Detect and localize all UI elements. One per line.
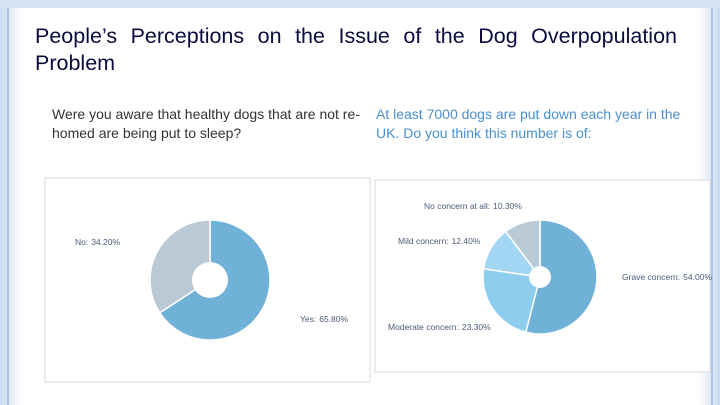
slice-label: Yes: 65.80% — [300, 314, 349, 324]
pie-slice — [482, 267, 541, 334]
slice-category: Grave concern: — [622, 272, 680, 282]
slide-title: People’s Perceptions on the Issue of the… — [35, 24, 677, 75]
slice-value: 23.30% — [462, 322, 491, 332]
slice-value: 34.20% — [91, 237, 120, 247]
pie-slice — [504, 219, 541, 280]
caption: Were you aware that healthy dogs that ar… — [52, 106, 360, 141]
slice-category: No concern at all: — [424, 201, 490, 211]
caption: At least 7000 dogs are put down each yea… — [376, 106, 681, 141]
donut-hole — [529, 266, 551, 288]
slice-value: 12.40% — [452, 236, 481, 246]
frame-left — [0, 0, 22, 405]
slice-label: Mild concern: 12.40% — [398, 236, 481, 246]
pie-slice — [524, 219, 598, 335]
slice-category: Mild concern: — [398, 236, 449, 246]
slice-category: Yes: — [300, 314, 316, 324]
slice-label: Moderate concern: 23.30% — [388, 322, 491, 332]
slice-value: 10.30% — [493, 201, 522, 211]
slice-category: No: — [75, 237, 88, 247]
slice-label: No concern at all: 10.30% — [424, 201, 522, 211]
donut-hole — [192, 262, 228, 298]
slice-value: 54.00% — [683, 272, 712, 282]
slice-label: No: 34.20% — [75, 237, 121, 247]
frame-top — [0, 0, 720, 8]
slice-label: Grave concern: 54.00% — [622, 272, 712, 282]
slice-value: 65.80% — [319, 314, 348, 324]
slice-category: Moderate concern: — [388, 322, 459, 332]
